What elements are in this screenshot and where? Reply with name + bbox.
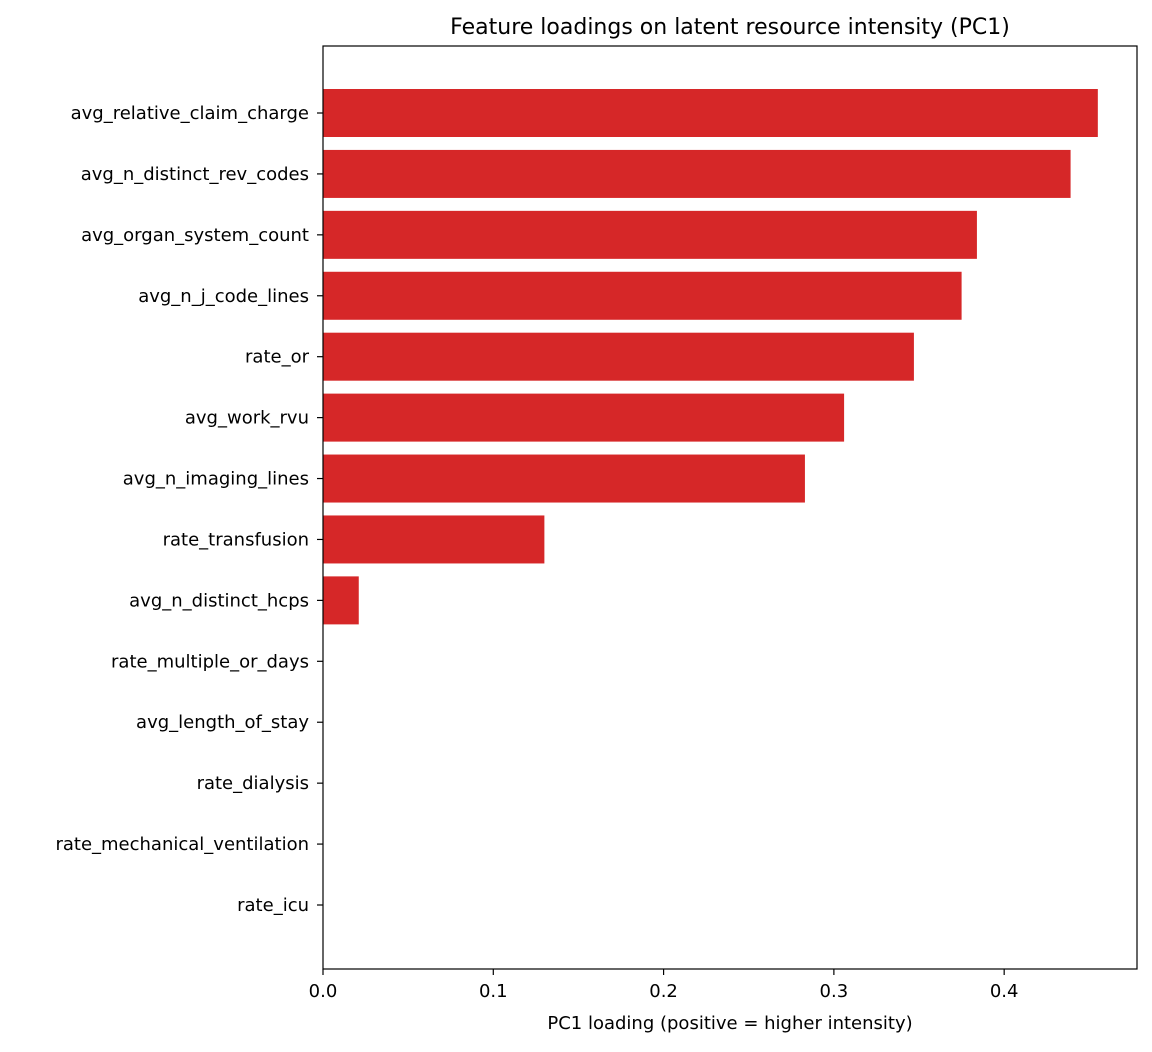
x-tick-label: 0.2 xyxy=(649,981,678,1002)
plot-frame xyxy=(322,45,1138,970)
x-axis-label: PC1 loading (positive = higher intensity… xyxy=(547,1013,912,1034)
bar-avg_n_distinct_rev_codes xyxy=(323,149,1071,198)
y-tick-label: avg_organ_system_count xyxy=(81,225,309,246)
bar-avg_n_j_code_lines xyxy=(323,271,962,320)
x-tick-label: 0.4 xyxy=(990,981,1019,1002)
bar-avg_n_imaging_lines xyxy=(323,454,805,503)
y-tick-label: avg_n_distinct_hcps xyxy=(129,590,309,611)
bar-avg_organ_system_count xyxy=(323,210,977,259)
y-tick-label: avg_relative_claim_charge xyxy=(71,103,309,124)
y-tick-label: rate_multiple_or_days xyxy=(111,651,309,672)
bar-avg_work_rvu xyxy=(323,393,845,442)
x-tick-label: 0.3 xyxy=(820,981,849,1002)
x-tick-label: 0.1 xyxy=(479,981,508,1002)
bar-avg_n_distinct_hcps xyxy=(323,576,359,625)
y-tick-label: rate_transfusion xyxy=(163,529,309,550)
y-tick-label: avg_n_distinct_rev_codes xyxy=(81,164,309,185)
chart-title: Feature loadings on latent resource inte… xyxy=(450,15,1010,40)
bar-avg_relative_claim_charge xyxy=(323,89,1098,137)
y-tick-label: avg_length_of_stay xyxy=(136,712,309,733)
y-tick-label: avg_n_imaging_lines xyxy=(123,469,309,490)
y-tick-label: rate_or xyxy=(245,347,310,368)
bar-rate_or xyxy=(323,332,914,381)
x-tick-label: 0.0 xyxy=(309,981,338,1002)
bar-rate_transfusion xyxy=(323,515,545,564)
y-tick-label: rate_mechanical_ventilation xyxy=(55,834,309,855)
y-tick-label: rate_dialysis xyxy=(197,773,309,794)
y-tick-label: rate_icu xyxy=(237,895,309,916)
y-tick-label: avg_work_rvu xyxy=(185,408,309,429)
y-tick-label: avg_n_j_code_lines xyxy=(138,286,309,307)
